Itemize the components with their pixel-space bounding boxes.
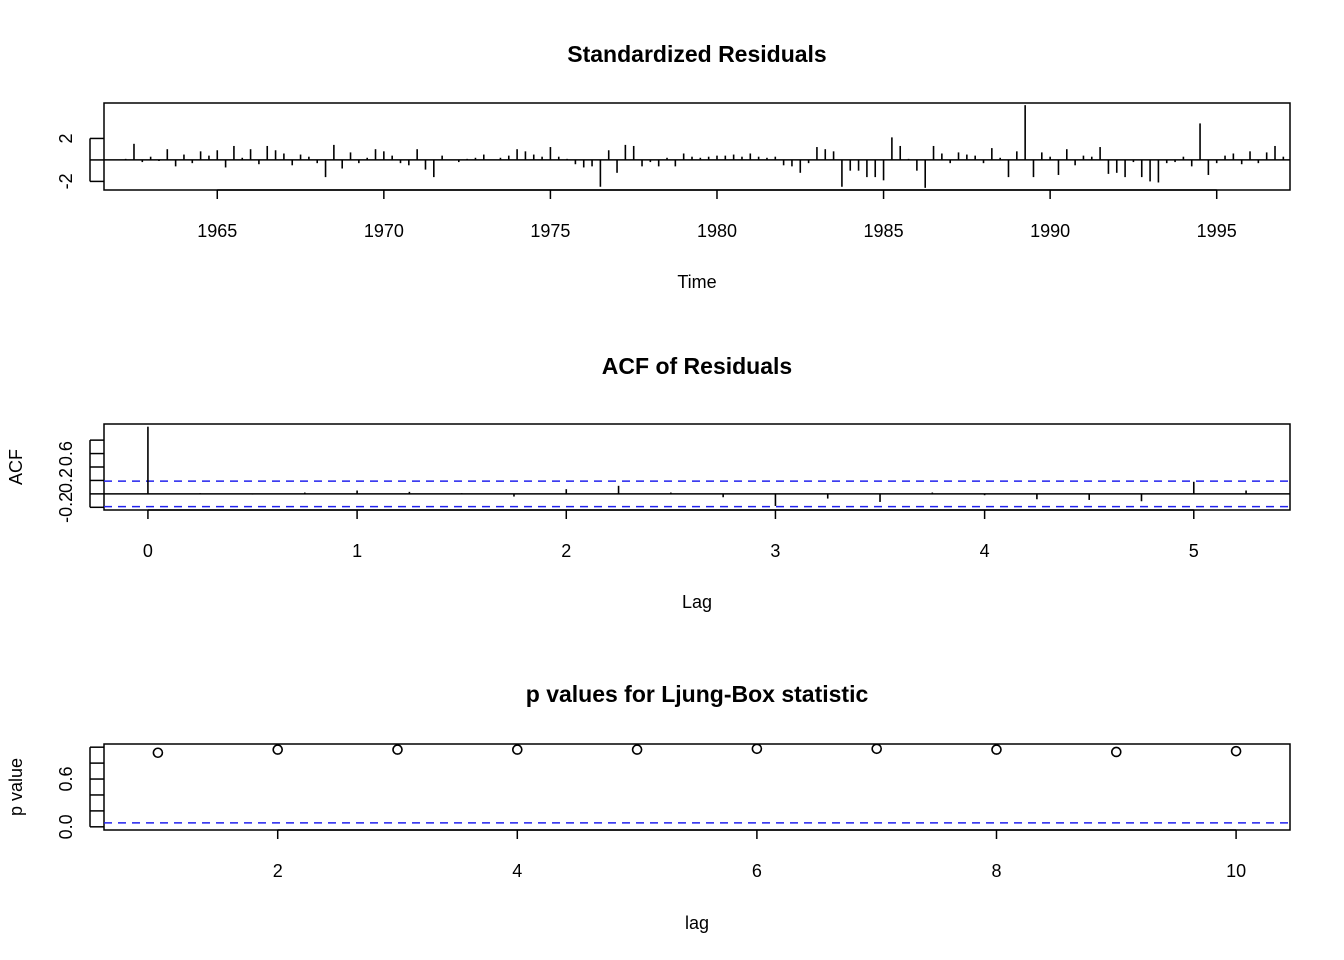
x-tick-label: 1975	[530, 221, 570, 241]
p-value-point	[392, 744, 403, 755]
x-tick-label: 3	[770, 541, 780, 561]
p-value-point	[631, 744, 643, 755]
y-tick-label: 2	[56, 133, 76, 143]
x-tick-label: 10	[1226, 861, 1246, 881]
standardized-residuals-panel: Standardized Residuals 1965 1970 1975 1980 19…	[56, 41, 1291, 292]
x-axis-label: Time	[677, 272, 716, 292]
x-tick-label: 8	[991, 861, 1001, 881]
acf-panel: ACF of Residuals 0 1 2 3 4 5 -0.20.20.6 Lag ACF	[6, 353, 1291, 612]
plot-frame	[103, 423, 1291, 511]
x-tick-label: 6	[752, 861, 762, 881]
x-tick-label: 2	[273, 861, 283, 881]
x-tick-label: 1	[352, 541, 362, 561]
x-axis-label: Lag	[682, 592, 712, 612]
x-axis-label: lag	[685, 913, 709, 933]
x-tick-label: 1965	[197, 221, 237, 241]
p-value-point	[751, 743, 763, 755]
p-value-point	[1110, 746, 1122, 758]
y-tick-label: -2	[56, 173, 76, 189]
ljung-box-panel: p values for Ljung-Box statistic 2 4 6 8 10 0.…	[6, 681, 1291, 933]
p-value-point	[152, 747, 164, 759]
x-tick-label: 0	[143, 541, 153, 561]
y-axis-label: ACF	[6, 449, 26, 485]
p-value-point	[991, 744, 1002, 755]
x-tick-label: 4	[512, 861, 522, 881]
p-value-point	[512, 744, 523, 755]
x-tick-label: 5	[1189, 541, 1199, 561]
p-value-point	[272, 744, 284, 755]
x-tick-label: 1990	[1030, 221, 1070, 241]
plot-frame	[103, 102, 1291, 191]
y-tick-label: -0.2	[56, 492, 76, 523]
x-tick-label: 1980	[697, 221, 737, 241]
y-axis-label: p value	[6, 758, 26, 816]
chart-title: p values for Ljung-Box statistic	[526, 681, 869, 707]
x-tick-label: 1995	[1197, 221, 1237, 241]
y-tick-label: 0.2	[56, 468, 76, 493]
y-tick-label: 0.6	[56, 441, 76, 466]
plot-frame	[103, 743, 1291, 831]
y-tick-label: 0.6	[56, 767, 76, 792]
chart-title: ACF of Residuals	[602, 353, 792, 379]
chart-title: Standardized Residuals	[567, 41, 826, 67]
x-tick-label: 1970	[364, 221, 404, 241]
p-value-point	[871, 743, 882, 755]
x-tick-label: 2	[561, 541, 571, 561]
y-tick-label: 0.0	[56, 814, 76, 839]
p-value-point	[1230, 745, 1242, 757]
x-tick-label: 1985	[864, 221, 904, 241]
x-tick-label: 4	[980, 541, 990, 561]
